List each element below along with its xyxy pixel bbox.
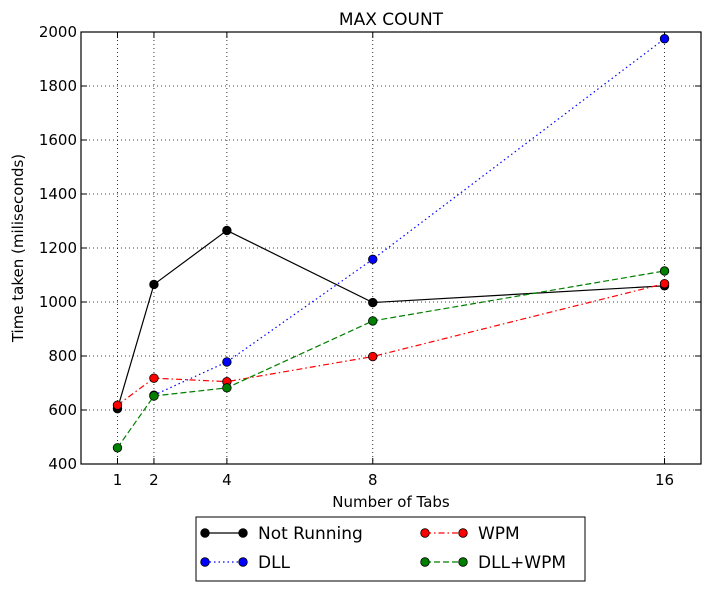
y-tick-label: 1000 bbox=[39, 293, 77, 311]
x-tick-label: 8 bbox=[368, 471, 378, 489]
series-line-dll bbox=[153, 38, 665, 396]
legend-entries: Not Running DLL WPM DLL+WPM bbox=[200, 524, 566, 573]
legend-marker bbox=[200, 557, 210, 567]
grid-lines bbox=[81, 32, 701, 464]
y-tick-label: 1600 bbox=[39, 131, 77, 149]
x-tick-label: 1 bbox=[113, 471, 123, 489]
data-point bbox=[659, 266, 670, 276]
x-tick-label: 16 bbox=[655, 471, 674, 489]
data-point bbox=[112, 400, 123, 410]
data-point bbox=[149, 391, 159, 401]
axis-ticks: 1 2 4 8 16 400 600 800 1000 1200 1400 1600 1800 2000 bbox=[39, 23, 701, 489]
data-point bbox=[368, 351, 378, 362]
data-point bbox=[222, 357, 232, 367]
series-line-dll-wpm bbox=[116, 270, 665, 449]
x-axis-title: Number of Tabs bbox=[332, 493, 450, 511]
legend-frame bbox=[195, 516, 586, 582]
x-tick-label: 2 bbox=[149, 471, 159, 489]
y-tick-label: 600 bbox=[48, 401, 77, 419]
data-point bbox=[149, 279, 159, 290]
data-point bbox=[368, 316, 378, 326]
legend-marker bbox=[420, 557, 430, 567]
y-tick-label: 400 bbox=[48, 455, 77, 473]
y-tick-label: 800 bbox=[48, 347, 77, 365]
y-tick-label: 1800 bbox=[39, 77, 77, 95]
data-point bbox=[368, 297, 378, 308]
series-dll bbox=[149, 34, 670, 400]
legend-item-dll-wpm: DLL+WPM bbox=[420, 553, 566, 573]
data-point bbox=[368, 254, 378, 265]
series-dll-wpm bbox=[112, 266, 670, 453]
data-point bbox=[659, 34, 670, 44]
series-line-not-running bbox=[116, 229, 665, 409]
data-point bbox=[112, 443, 123, 453]
y-tick-label: 1400 bbox=[39, 185, 77, 203]
chart-title: MAX COUNT bbox=[339, 10, 444, 30]
legend-marker bbox=[238, 528, 248, 538]
legend-marker bbox=[458, 557, 468, 567]
data-point bbox=[222, 383, 232, 393]
series-not-running bbox=[112, 225, 670, 414]
legend-label: DLL bbox=[258, 553, 291, 573]
data-point bbox=[149, 373, 159, 383]
y-tick-label: 1200 bbox=[39, 239, 77, 257]
legend-label: DLL+WPM bbox=[478, 553, 566, 573]
data-point bbox=[222, 225, 232, 236]
legend-marker bbox=[200, 528, 210, 538]
y-axis-title: Time taken (miliseconds) bbox=[9, 154, 27, 343]
legend-marker bbox=[238, 557, 248, 567]
legend-item-dll: DLL bbox=[200, 553, 291, 573]
legend-label: WPM bbox=[478, 524, 520, 544]
x-tick-label: 4 bbox=[222, 471, 232, 489]
legend-label: Not Running bbox=[258, 524, 363, 544]
legend: Not Running DLL WPM DLL+WPM bbox=[195, 516, 586, 582]
data-point bbox=[659, 278, 670, 289]
y-tick-label: 2000 bbox=[39, 23, 77, 41]
legend-marker bbox=[458, 528, 468, 538]
legend-item-not-running: Not Running bbox=[200, 524, 363, 544]
legend-item-wpm: WPM bbox=[420, 524, 520, 544]
plot-frame bbox=[80, 31, 702, 465]
series-layer bbox=[112, 34, 670, 453]
legend-marker bbox=[420, 528, 430, 538]
series-wpm bbox=[112, 278, 670, 410]
